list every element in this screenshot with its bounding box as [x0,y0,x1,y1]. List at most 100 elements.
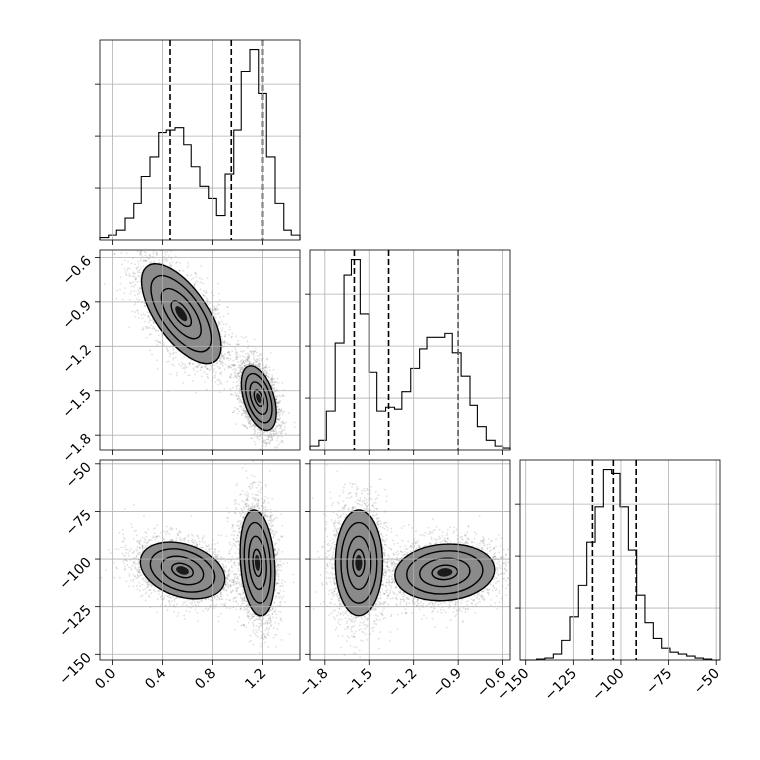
sample-point [214,381,217,384]
sample-point [248,361,251,364]
sample-point [259,352,262,355]
sample-point [239,369,242,371]
sample-point [265,372,267,375]
sample-point [164,260,167,263]
sample-point [139,290,141,292]
sample-point [171,261,174,264]
sample-point [134,278,137,281]
sample-point [158,259,161,261]
sample-point [280,432,283,435]
sample-point [142,260,145,263]
sample-point [230,366,233,369]
sample-point [195,275,198,278]
sample-point [242,412,245,415]
sample-point [276,395,279,398]
sample-point [235,395,238,397]
sample-point [192,363,195,366]
sample-point [242,360,245,363]
sample-point [270,429,273,432]
sample-point [148,349,151,351]
sample-point [135,277,138,280]
sample-point [187,264,190,267]
sample-point [252,361,255,364]
sample-point [200,264,202,267]
sample-point [267,436,270,439]
sample-point [239,369,242,372]
sample-point [241,361,244,364]
sample-point [278,394,281,397]
sample-point [137,269,139,272]
sample-point [223,335,226,338]
sample-point [129,282,132,284]
sample-point [217,308,219,311]
sample-point [264,366,267,368]
sample-point [277,381,280,384]
sample-point [236,408,239,411]
sample-point [155,253,158,256]
sample-point [265,367,267,370]
sample-point [155,243,157,245]
sample-point [220,355,223,357]
sample-point [134,277,137,279]
sample-point [257,362,260,365]
sample-point [267,441,270,444]
sample-point [232,411,235,414]
sample-point [156,252,159,255]
sample-point [258,438,261,441]
sample-point [276,377,279,380]
sample-point [156,359,158,362]
sample-point [170,264,172,267]
sample-point [301,449,303,451]
sample-point [175,262,177,264]
sample-point [241,365,244,368]
sample-point [183,368,186,370]
sample-point [266,372,269,374]
sample-point [230,393,232,396]
sample-point [263,370,266,373]
sample-point [231,364,234,367]
histogram-1 [309,258,511,450]
sample-point [276,425,278,427]
sample-point [194,283,197,286]
sample-point [217,312,220,314]
sample-point [236,407,239,410]
sample-point [236,340,239,342]
sample-point [230,336,233,339]
sample-point [125,274,128,277]
sample-point [182,363,184,366]
sample-point [128,267,131,270]
sample-point [94,239,96,241]
sample-point [250,421,253,424]
sample-point [161,247,163,249]
sample-point [271,439,274,441]
sample-point [271,380,273,383]
sample-point [267,376,270,378]
sample-point [244,425,247,428]
sample-point [241,414,243,417]
sample-point [220,383,223,385]
sample-point [166,348,169,351]
sample-point [226,306,229,309]
sample-point [183,366,186,369]
sample-point [265,373,267,376]
sample-point [253,358,256,361]
sample-point [243,412,246,415]
sample-point [186,274,189,277]
sample-point [200,365,203,368]
sample-point [178,269,181,272]
sample-point [258,363,261,366]
sample-point [135,245,137,247]
sample-point [209,302,211,305]
sample-point [225,356,228,359]
sample-point [129,281,131,284]
sample-point [258,365,261,368]
sample-point [223,368,226,371]
sample-point [145,240,147,242]
sample-point [278,424,280,426]
sample-point [274,432,277,435]
sample-point [141,328,144,331]
sample-point [216,282,219,285]
sample-point [232,368,235,371]
sample-point [253,338,256,341]
sample-point [251,350,253,352]
